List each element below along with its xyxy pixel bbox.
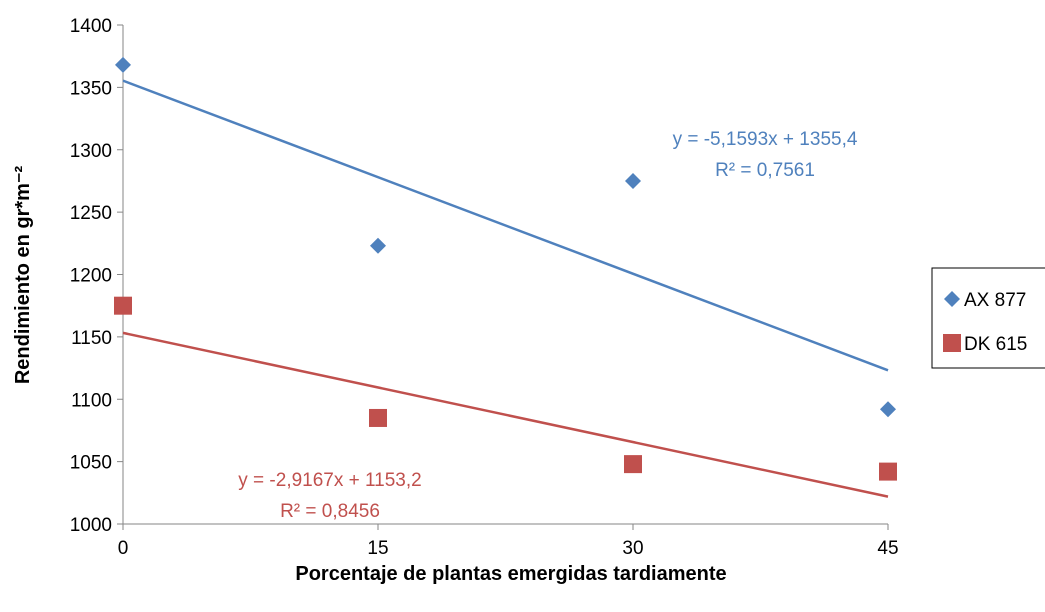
data-point-ax877 <box>625 172 641 189</box>
y-tick-label: 1100 <box>71 390 112 411</box>
points <box>114 56 897 481</box>
y-ticks: 1000 1050 1100 1150 1200 1250 1300 1350 1400 <box>70 16 123 536</box>
y-tick-label: 1350 <box>70 78 112 99</box>
y-axis-title: Rendimiento en gr*m⁻² <box>12 165 34 384</box>
data-point-ax877 <box>370 237 386 254</box>
x-tick-label: 30 <box>622 538 643 559</box>
axes: 1000 1050 1100 1150 1200 1250 1300 1350 1400 0 15… <box>70 16 899 559</box>
data-point-ax877 <box>880 401 896 418</box>
y-tick-label: 1000 <box>70 515 112 536</box>
x-tick-label: 0 <box>118 538 129 559</box>
trendlines <box>122 79 889 498</box>
y-tick-label: 1200 <box>70 266 112 287</box>
y-tick-label: 1150 <box>71 328 112 349</box>
y-tick-label: 1250 <box>70 203 112 224</box>
trendline-ax877 <box>122 79 889 372</box>
x-axis-title: Porcentaje de plantas emergidas tardiame… <box>295 563 726 585</box>
trendline-equation-dk615: y = -2,9167x + 1153,2 <box>238 470 421 491</box>
data-point-dk615 <box>624 455 642 474</box>
trendline-r2-ax877: R² = 0,7561 <box>715 160 815 181</box>
trendline-r2-dk615: R² = 0,8456 <box>280 501 380 522</box>
x-tick-label: 15 <box>367 538 388 559</box>
legend-marker-dk615 <box>943 334 961 352</box>
y-tick-label: 1050 <box>70 453 112 474</box>
data-point-dk615 <box>879 462 897 481</box>
legend-label-ax877: AX 877 <box>964 290 1026 311</box>
legend: AX 877 DK 615 <box>931 267 1045 369</box>
legend-label-dk615: DK 615 <box>964 334 1027 355</box>
x-ticks: 0 15 30 45 <box>118 524 899 559</box>
trendline-equation-ax877: y = -5,1593x + 1355,4 <box>673 129 858 150</box>
trendline-dk615 <box>122 331 889 498</box>
y-tick-label: 1300 <box>70 141 112 162</box>
data-point-dk615 <box>114 296 132 315</box>
x-tick-label: 45 <box>877 538 898 559</box>
data-point-dk615 <box>369 408 387 427</box>
y-tick-label: 1400 <box>70 16 112 37</box>
data-point-ax877 <box>115 56 131 73</box>
legend-marker-ax877 <box>944 291 960 307</box>
